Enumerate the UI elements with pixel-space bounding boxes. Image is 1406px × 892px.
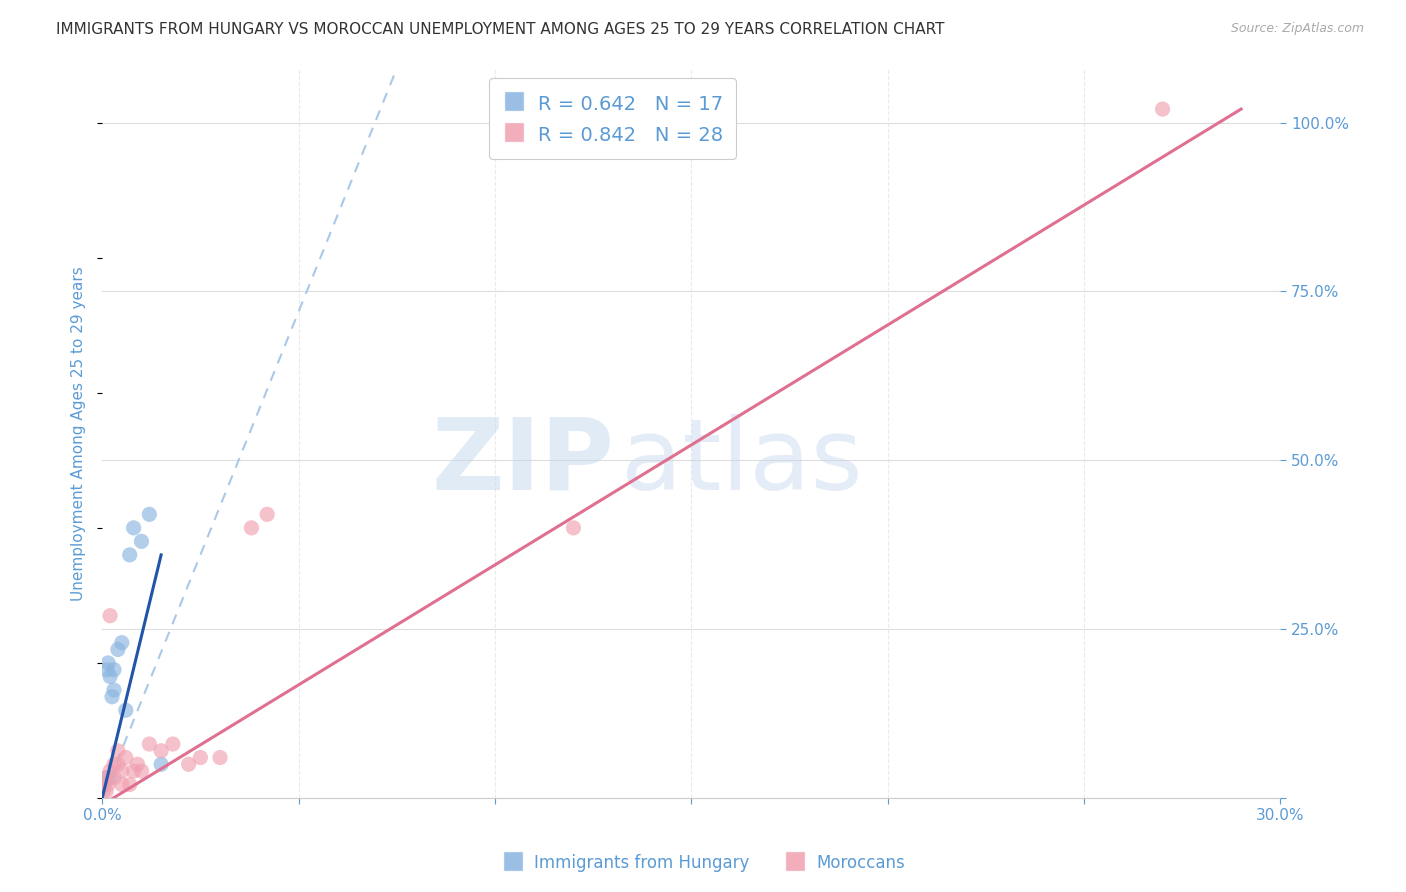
Point bbox=[103, 683, 125, 698]
Legend: R = 0.642   N = 17, R = 0.842   N = 28: R = 0.642 N = 17, R = 0.842 N = 28 bbox=[489, 78, 737, 159]
Point bbox=[190, 750, 212, 764]
Point bbox=[138, 737, 160, 751]
Point bbox=[96, 663, 118, 677]
Point bbox=[177, 757, 200, 772]
Point bbox=[103, 663, 125, 677]
Point bbox=[127, 757, 149, 772]
Point bbox=[98, 669, 121, 683]
Point bbox=[208, 750, 231, 764]
Point bbox=[101, 690, 124, 704]
Point bbox=[111, 636, 134, 650]
Text: ZIP: ZIP bbox=[432, 414, 614, 511]
Point bbox=[114, 703, 136, 717]
Point bbox=[118, 548, 141, 562]
Text: atlas: atlas bbox=[620, 414, 862, 511]
Point bbox=[107, 744, 129, 758]
Point bbox=[111, 778, 134, 792]
Point bbox=[103, 771, 125, 785]
Point bbox=[162, 737, 184, 751]
Point bbox=[94, 771, 117, 785]
Point bbox=[240, 521, 263, 535]
Point bbox=[97, 656, 120, 670]
Text: IMMIGRANTS FROM HUNGARY VS MOROCCAN UNEMPLOYMENT AMONG AGES 25 TO 29 YEARS CORRE: IMMIGRANTS FROM HUNGARY VS MOROCCAN UNEM… bbox=[56, 22, 945, 37]
Point bbox=[256, 508, 278, 522]
Point bbox=[562, 521, 585, 535]
Point bbox=[150, 744, 173, 758]
Point bbox=[150, 757, 173, 772]
Point bbox=[93, 778, 115, 792]
Point bbox=[93, 778, 115, 792]
Point bbox=[122, 521, 145, 535]
Text: Source: ZipAtlas.com: Source: ZipAtlas.com bbox=[1230, 22, 1364, 36]
Point bbox=[122, 764, 145, 778]
Legend: Immigrants from Hungary, Moroccans: Immigrants from Hungary, Moroccans bbox=[495, 847, 911, 880]
Point bbox=[131, 534, 153, 549]
Point bbox=[97, 778, 120, 792]
Point bbox=[98, 771, 121, 785]
Point bbox=[114, 750, 136, 764]
Point bbox=[111, 764, 134, 778]
Point bbox=[94, 771, 117, 785]
Point bbox=[1152, 102, 1174, 116]
Point bbox=[103, 757, 125, 772]
Point bbox=[131, 764, 153, 778]
Point bbox=[94, 784, 117, 798]
Y-axis label: Unemployment Among Ages 25 to 29 years: Unemployment Among Ages 25 to 29 years bbox=[72, 266, 86, 600]
Point bbox=[138, 508, 160, 522]
Point bbox=[118, 778, 141, 792]
Point bbox=[98, 608, 121, 623]
Point bbox=[93, 784, 115, 798]
Point bbox=[98, 764, 121, 778]
Point bbox=[107, 757, 129, 772]
Point bbox=[107, 642, 129, 657]
